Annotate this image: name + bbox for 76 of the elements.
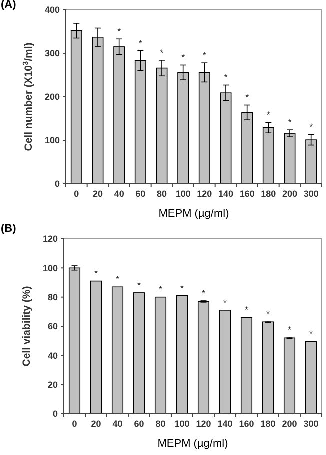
- annotation: *: [116, 274, 120, 285]
- bar: [284, 133, 296, 184]
- x-tick-label: 140: [218, 189, 234, 199]
- y-tick-label: 0: [52, 409, 58, 420]
- annotation: *: [118, 26, 122, 37]
- bar: [133, 292, 146, 414]
- annotation: *: [266, 308, 270, 319]
- x-tick-label: 140: [218, 419, 233, 429]
- x-tick-label: 20: [92, 189, 104, 199]
- x-tick-label: 180: [261, 189, 276, 199]
- bar: [284, 338, 296, 414]
- x-tick-label: 300: [304, 419, 319, 429]
- bar: [198, 301, 210, 414]
- x-tick-label: 0: [72, 419, 78, 429]
- y-tick-label: 100: [42, 263, 58, 274]
- x-tick-label: 60: [136, 189, 146, 199]
- annotation: *: [138, 38, 143, 48]
- bar: [112, 286, 124, 414]
- x-tick-label: 200: [282, 189, 298, 199]
- annotation: *: [158, 284, 163, 295]
- y-tick-label: 20: [48, 380, 58, 390]
- y-tick-label: 200: [44, 92, 60, 102]
- annotation: *: [288, 117, 292, 128]
- x-tick-label: 200: [282, 419, 298, 429]
- annotation: *: [160, 48, 164, 58]
- y-tick-label: 120: [42, 234, 58, 244]
- annotation: *: [180, 283, 184, 294]
- annotation: *: [266, 110, 271, 120]
- x-axis-title: MEPM (µg/ml): [158, 438, 228, 450]
- bar: [305, 341, 318, 414]
- chart-title: (B): [1, 223, 17, 235]
- annotation: *: [288, 324, 292, 335]
- x-axis-title: MEPM (µg/ml): [158, 208, 230, 220]
- bar: [176, 295, 188, 414]
- x-tick-label: 80: [156, 419, 166, 429]
- x-tick-label: 80: [156, 189, 168, 199]
- x-tick-label: 100: [176, 189, 191, 199]
- annotation: *: [182, 52, 186, 63]
- bar: [240, 317, 253, 414]
- x-tick-label: 40: [114, 189, 124, 199]
- x-tick-label: 120: [197, 189, 212, 199]
- annotation: *: [309, 329, 314, 340]
- bar: [262, 322, 274, 414]
- y-tick-label: 40: [48, 350, 58, 361]
- x-tick-label: 160: [240, 189, 255, 199]
- bar: [219, 310, 232, 414]
- y-tick-label: 80: [48, 292, 58, 302]
- bar: [154, 296, 167, 414]
- x-tick-label: 180: [260, 419, 276, 429]
- y-tick-label: 400: [44, 5, 60, 16]
- y-axis-title: Cell viability (%): [21, 286, 33, 367]
- annotation: *: [244, 305, 249, 316]
- y-tick-label: 100: [44, 136, 60, 146]
- chart-title: (A): [1, 0, 17, 11]
- x-tick-label: 160: [239, 419, 254, 429]
- x-tick-label: 300: [304, 189, 319, 199]
- x-tick-label: 120: [196, 419, 212, 429]
- y-tick-label: 0: [54, 179, 60, 190]
- x-tick-label: 100: [174, 419, 190, 429]
- x-tick-label: 0: [74, 189, 80, 199]
- bar: [262, 127, 274, 184]
- y-tick-label: 300: [44, 48, 60, 59]
- annotation: *: [223, 298, 228, 308]
- x-tick-label: 60: [134, 419, 144, 429]
- bar: [68, 268, 81, 414]
- annotation: *: [202, 288, 206, 298]
- y-tick-label: 60: [48, 322, 58, 332]
- annotation: *: [202, 50, 207, 60]
- annotation: *: [310, 122, 314, 132]
- annotation: *: [246, 92, 250, 103]
- bar: [90, 280, 102, 414]
- annotation: *: [137, 280, 142, 290]
- x-tick-label: 20: [91, 419, 102, 429]
- annotation: *: [94, 268, 98, 279]
- annotation: *: [224, 72, 228, 83]
- x-tick-label: 40: [112, 419, 123, 429]
